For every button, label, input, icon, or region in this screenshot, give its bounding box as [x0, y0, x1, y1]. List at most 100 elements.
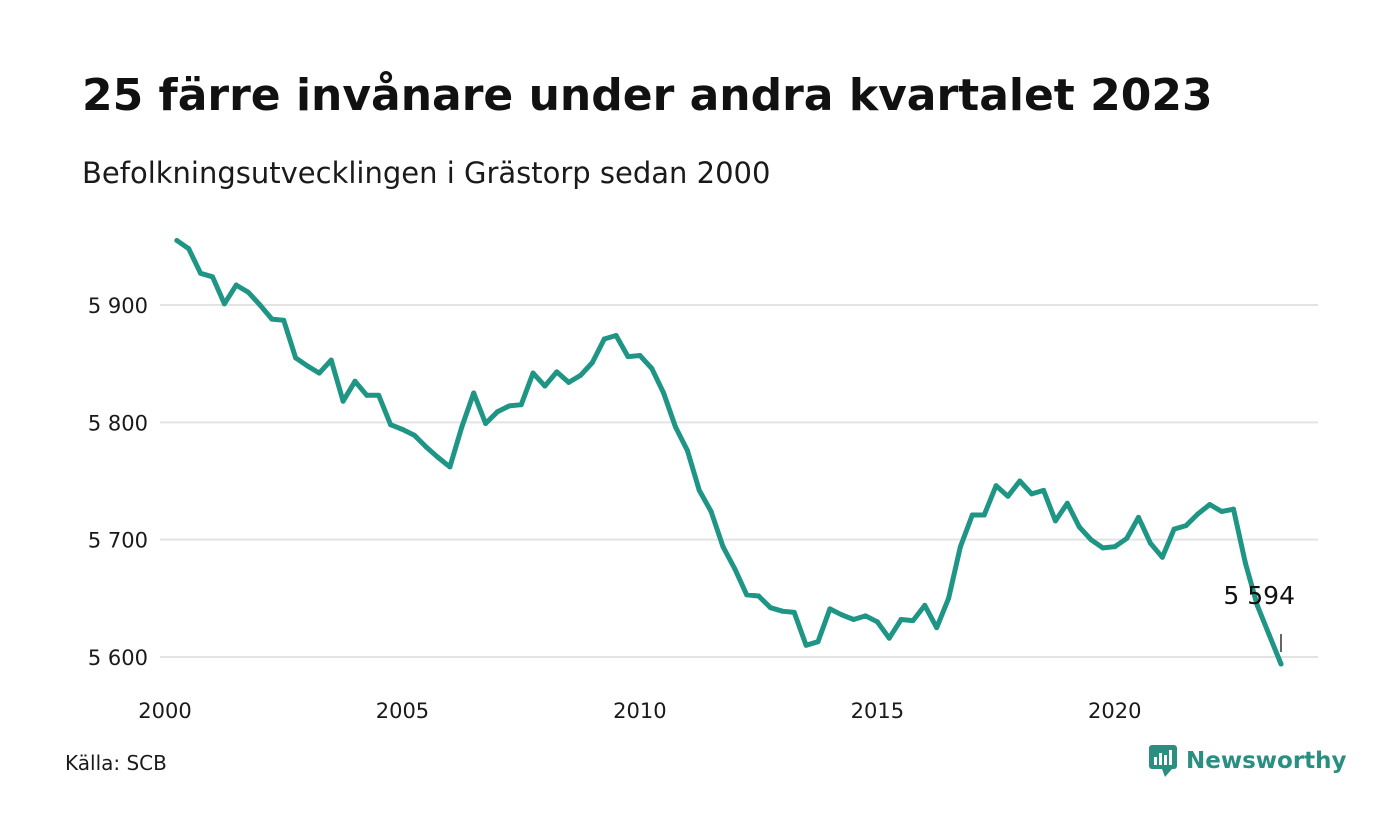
data-point: [637, 352, 643, 358]
data-point: [803, 642, 809, 648]
data-point: [554, 369, 560, 375]
data-point: [934, 625, 940, 631]
data-point: [1124, 535, 1130, 541]
data-point: [221, 301, 227, 307]
chart-title: 25 färre invånare under andra kvartalet …: [82, 70, 1213, 121]
data-point: [1207, 501, 1213, 507]
data-point: [459, 424, 465, 430]
data-point: [1088, 537, 1094, 543]
data-point: [316, 370, 322, 376]
data-point: [993, 483, 999, 489]
x-tick-label: 2015: [851, 699, 904, 723]
data-point: [1242, 560, 1248, 566]
source-note: Källa: SCB: [65, 751, 167, 775]
data-point: [1254, 602, 1260, 608]
data-point: [862, 613, 868, 619]
data-point: [1278, 661, 1284, 667]
data-point: [601, 336, 607, 342]
y-tick-label: 5 600: [88, 646, 148, 670]
data-point: [1183, 523, 1189, 529]
data-point: [1052, 518, 1058, 524]
data-point: [530, 370, 536, 376]
data-point: [625, 354, 631, 360]
data-point: [981, 512, 987, 518]
data-point: [946, 595, 952, 601]
data-point: [1017, 478, 1023, 484]
data-point: [483, 421, 489, 427]
x-axis: 2000 2005 2010 2015 2020: [138, 699, 1141, 723]
data-point: [257, 302, 263, 308]
data-point: [827, 606, 833, 612]
y-tick-label: 5 700: [88, 529, 148, 553]
data-point: [673, 424, 679, 430]
chart-subtitle: Befolkningsutvecklingen i Grästorp sedan…: [82, 156, 771, 190]
data-point: [649, 365, 655, 371]
data-point: [1041, 487, 1047, 493]
data-point: [791, 609, 797, 615]
data-point: [364, 392, 370, 398]
data-point: [245, 289, 251, 295]
data-point: [435, 455, 441, 461]
data-point: [708, 509, 714, 515]
data-point: [1266, 632, 1272, 638]
data-point: [1171, 526, 1177, 532]
data-point: [756, 593, 762, 599]
data-point: [1231, 506, 1237, 512]
data-point: [198, 270, 204, 276]
brand-logo: Newsworthy: [1148, 743, 1347, 779]
brand-name: Newsworthy: [1186, 748, 1347, 774]
data-point: [874, 619, 880, 625]
data-point: [684, 447, 690, 453]
data-point: [1147, 540, 1153, 546]
data-point: [209, 274, 215, 280]
data-point: [293, 355, 299, 361]
data-point: [447, 464, 453, 470]
data-point: [1159, 554, 1165, 560]
x-tick-label: 2020: [1088, 699, 1141, 723]
data-point: [732, 566, 738, 572]
data-point: [767, 605, 773, 611]
y-axis: 5 600 5 700 5 800 5 900: [88, 294, 148, 670]
x-tick-label: 2000: [138, 699, 191, 723]
newsworthy-logo-icon: [1149, 745, 1177, 777]
y-tick-label: 5 800: [88, 411, 148, 435]
data-point: [1005, 493, 1011, 499]
data-point: [186, 246, 192, 252]
data-point: [352, 378, 358, 384]
data-point: [1100, 545, 1106, 551]
data-point: [839, 612, 845, 618]
data-point: [1064, 500, 1070, 506]
data-point: [566, 379, 572, 385]
series-line: [174, 238, 1284, 667]
data-point: [969, 512, 975, 518]
x-tick-label: 2010: [613, 699, 666, 723]
data-point: [957, 544, 963, 550]
data-point: [661, 390, 667, 396]
annotations: 5 594: [1223, 581, 1295, 653]
data-point: [269, 316, 275, 322]
data-point: [494, 409, 500, 415]
data-point: [542, 383, 548, 389]
data-point: [696, 487, 702, 493]
data-point: [471, 390, 477, 396]
data-point: [388, 422, 394, 428]
data-point: [399, 426, 405, 432]
data-point: [886, 635, 892, 641]
data-point: [233, 282, 239, 288]
y-tick-label: 5 900: [88, 294, 148, 318]
data-point: [281, 317, 287, 323]
data-point: [340, 398, 346, 404]
data-point: [779, 608, 785, 614]
data-point: [423, 444, 429, 450]
series: [174, 237, 1284, 667]
data-point: [1219, 509, 1225, 515]
data-point: [578, 372, 584, 378]
data-point: [1029, 491, 1035, 497]
data-point: [910, 618, 916, 624]
data-point: [518, 402, 524, 408]
data-point: [1195, 511, 1201, 517]
data-point: [304, 363, 310, 369]
data-point: [1136, 514, 1142, 520]
data-point: [720, 544, 726, 550]
